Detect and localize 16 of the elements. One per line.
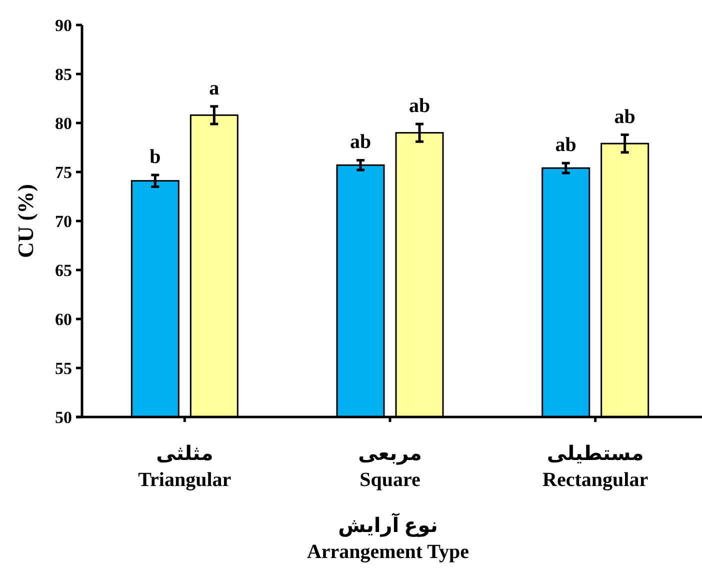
data-label: ab: [350, 131, 372, 154]
y-axis-title: CU (%): [13, 184, 38, 258]
data-label: ab: [555, 134, 576, 156]
data-label: ab: [408, 94, 430, 117]
y-tick-label: 65: [55, 261, 72, 280]
data-label: ab: [614, 106, 636, 128]
y-tick-label: 70: [55, 212, 72, 231]
data-label: a: [209, 77, 220, 100]
y-tick-label: 80: [55, 114, 72, 133]
y-tick-label: 55: [55, 359, 72, 378]
y-tick-label: 50: [55, 408, 72, 427]
data-label: b: [150, 146, 161, 168]
y-tick-label: 75: [55, 163, 72, 182]
y-tick-label: 85: [55, 65, 72, 84]
y-tick-label: 60: [55, 310, 72, 329]
y-tick-label: 90: [55, 16, 72, 35]
